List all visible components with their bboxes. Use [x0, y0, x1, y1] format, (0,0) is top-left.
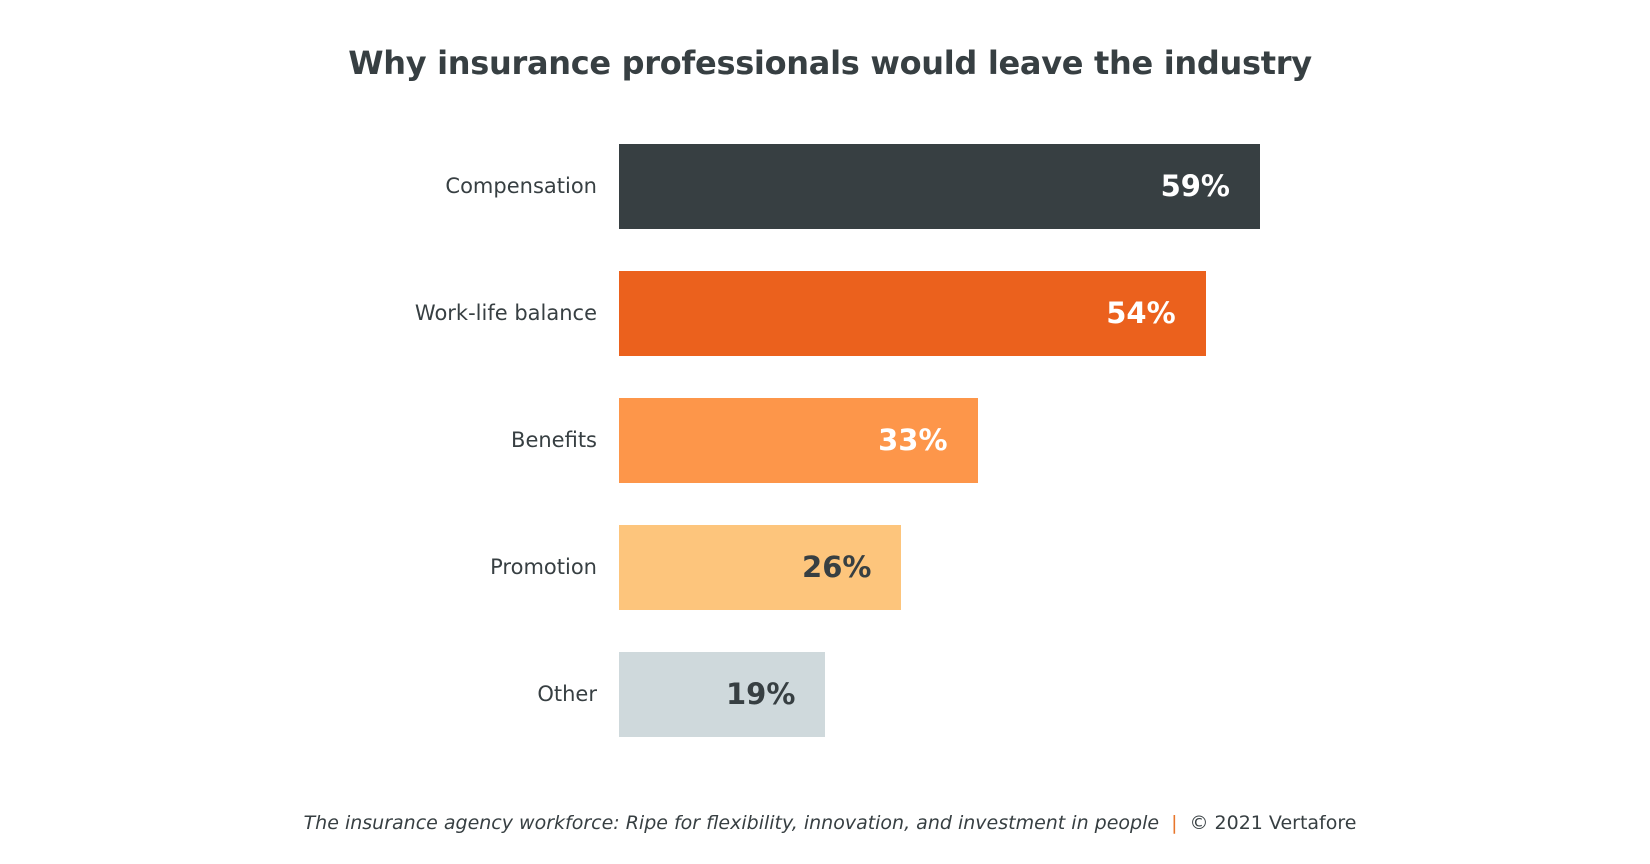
- footer: The insurance agency workforce: Ripe for…: [0, 812, 1650, 834]
- category-label: Work-life balance: [414, 301, 597, 325]
- data-label: 19%: [726, 677, 796, 711]
- category-label: Benefits: [511, 428, 597, 452]
- category-label: Compensation: [445, 174, 597, 198]
- data-label: 59%: [1160, 169, 1230, 203]
- source-citation: The insurance agency workforce: Ripe for…: [303, 812, 1160, 834]
- bar-benefits: [619, 398, 978, 483]
- bar-work-life-balance: [619, 271, 1206, 356]
- bar-promotion: [619, 525, 902, 610]
- category-label: Promotion: [490, 555, 597, 579]
- chart-title: Why insurance professionals would leave …: [348, 44, 1312, 82]
- data-label: 33%: [878, 423, 948, 457]
- bar-compensation: [619, 144, 1260, 229]
- bar-other: [619, 652, 826, 737]
- category-label: Other: [537, 682, 597, 706]
- data-label: 26%: [802, 550, 872, 584]
- data-label: 54%: [1106, 296, 1176, 330]
- footer-separator: |: [1171, 812, 1178, 834]
- copyright: © 2021 Vertafore: [1189, 812, 1357, 834]
